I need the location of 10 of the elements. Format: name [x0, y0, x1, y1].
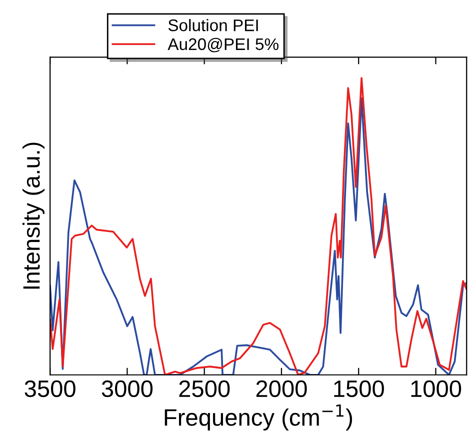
x-axis-title: Frequency (cm$^{−1}$)	[164, 404, 352, 431]
x-tick-label: 2000	[256, 380, 307, 398]
x-tick-label: 3500	[24, 380, 76, 398]
legend-label: Au20@PEI 5%	[168, 38, 278, 52]
x-tick-label: 2500	[179, 380, 230, 398]
x-tick-label: 1000	[411, 380, 462, 398]
legend-label: Solution PEI	[168, 18, 258, 32]
x-tick-label: 1500	[334, 380, 384, 398]
y-axis-title: Intensity (a.u.)	[22, 142, 45, 289]
x-tick-label: 3000	[102, 380, 153, 398]
